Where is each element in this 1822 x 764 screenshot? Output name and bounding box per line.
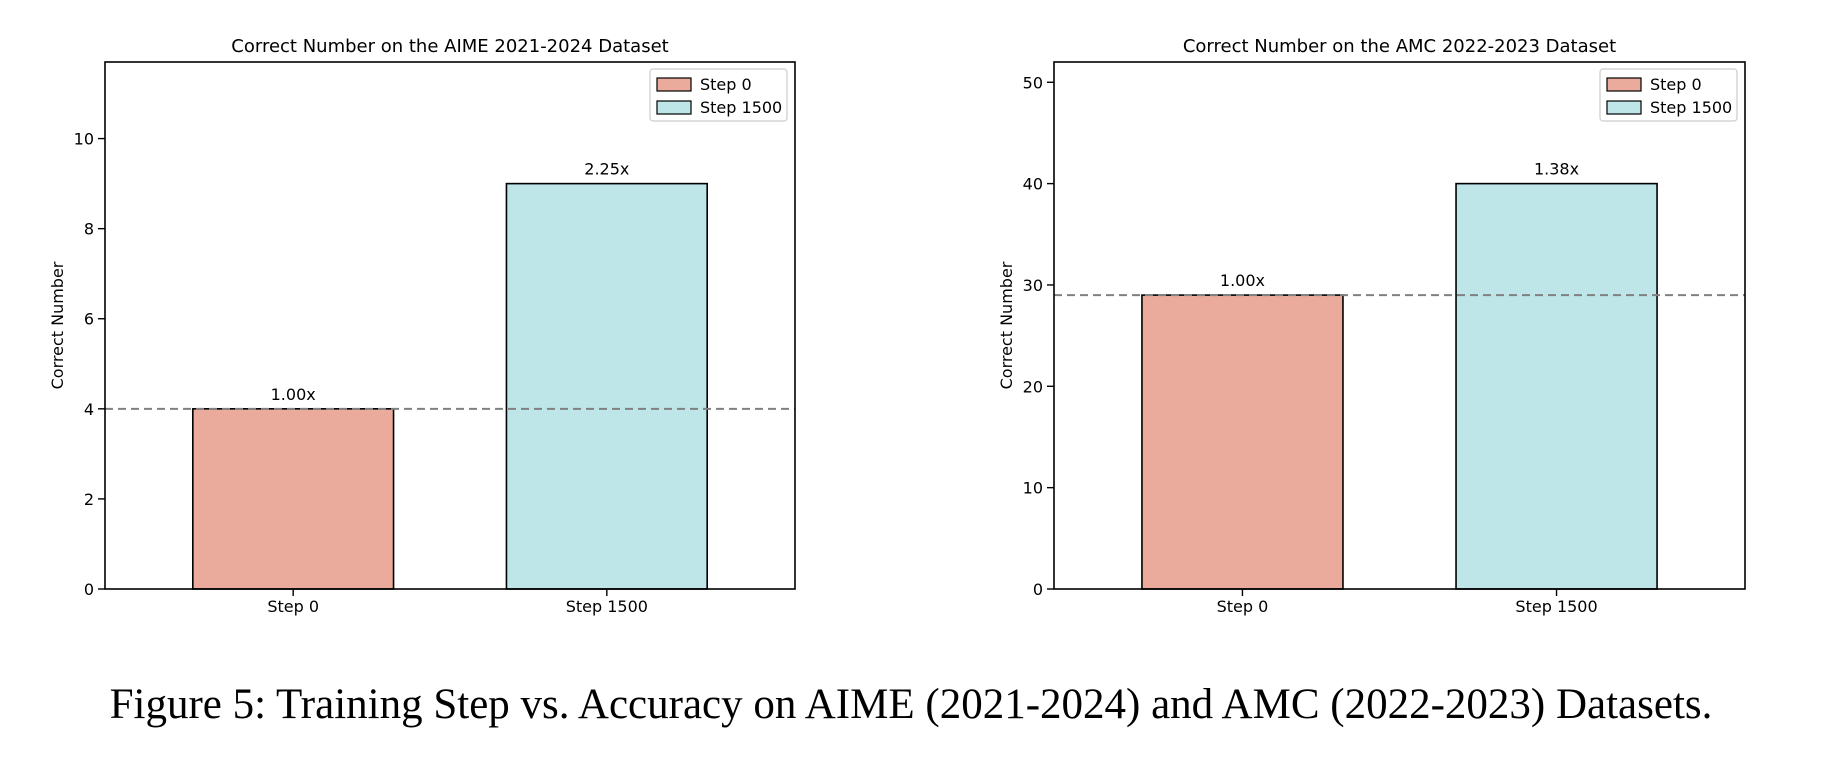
y-tick-label: 2 — [84, 490, 94, 509]
y-tick-label: 10 — [74, 130, 94, 149]
chart-1: 1.00x 2.25x 0 2 4 6 8 10 Step 0 Step 1500 Correct … — [48, 36, 796, 616]
bar-step-0 — [1141, 294, 1344, 590]
chart-2: 1.00x 1.38x 0 10 20 30 40 50 Step 0 Step 1500 Corr… — [997, 36, 1746, 616]
legend-swatch — [656, 100, 692, 115]
x-tick-label: Step 0 — [267, 597, 319, 616]
bar-step-1500 — [505, 182, 708, 590]
legend-label: Step 1500 — [700, 98, 782, 117]
y-tick-label: 0 — [84, 580, 94, 599]
bar-step-0 — [192, 408, 395, 590]
y-tick-label: 40 — [1023, 175, 1043, 194]
legend-label: Step 1500 — [1650, 98, 1732, 117]
y-axis-label: Correct Number — [48, 261, 67, 389]
x-tick-label: Step 1500 — [1515, 597, 1597, 616]
bar-value-label: 2.25x — [584, 160, 629, 179]
plot-frame — [104, 61, 796, 590]
chart-title: Correct Number on the AIME 2021-2024 Dat… — [231, 36, 668, 57]
legend-swatch — [656, 77, 692, 92]
plot-frame — [1053, 61, 1746, 590]
y-tick-label: 4 — [84, 400, 94, 419]
y-tick-label: 8 — [84, 220, 94, 239]
legend-swatch — [1606, 100, 1642, 115]
bar-value-label: 1.00x — [1220, 271, 1265, 290]
x-tick-label: Step 1500 — [566, 597, 648, 616]
figure-caption: Figure 5: Training Step vs. Accuracy on … — [109, 681, 1713, 728]
y-tick-label: 6 — [84, 310, 94, 329]
bar-value-label: 1.00x — [271, 385, 316, 404]
y-tick-label: 20 — [1023, 377, 1043, 396]
y-tick-label: 50 — [1023, 73, 1043, 92]
legend-label: Step 0 — [1650, 75, 1702, 94]
bar-value-label: 1.38x — [1534, 160, 1579, 179]
y-axis-label: Correct Number — [997, 261, 1016, 389]
y-tick-label: 0 — [1033, 580, 1043, 599]
legend-label: Step 0 — [700, 75, 752, 94]
x-tick-label: Step 0 — [1217, 597, 1269, 616]
chart-title: Correct Number on the AMC 2022-2023 Data… — [1183, 36, 1616, 57]
y-tick-label: 10 — [1023, 479, 1043, 498]
legend-swatch — [1606, 77, 1642, 92]
bar-step-1500 — [1455, 182, 1658, 590]
y-tick-label: 30 — [1023, 276, 1043, 295]
